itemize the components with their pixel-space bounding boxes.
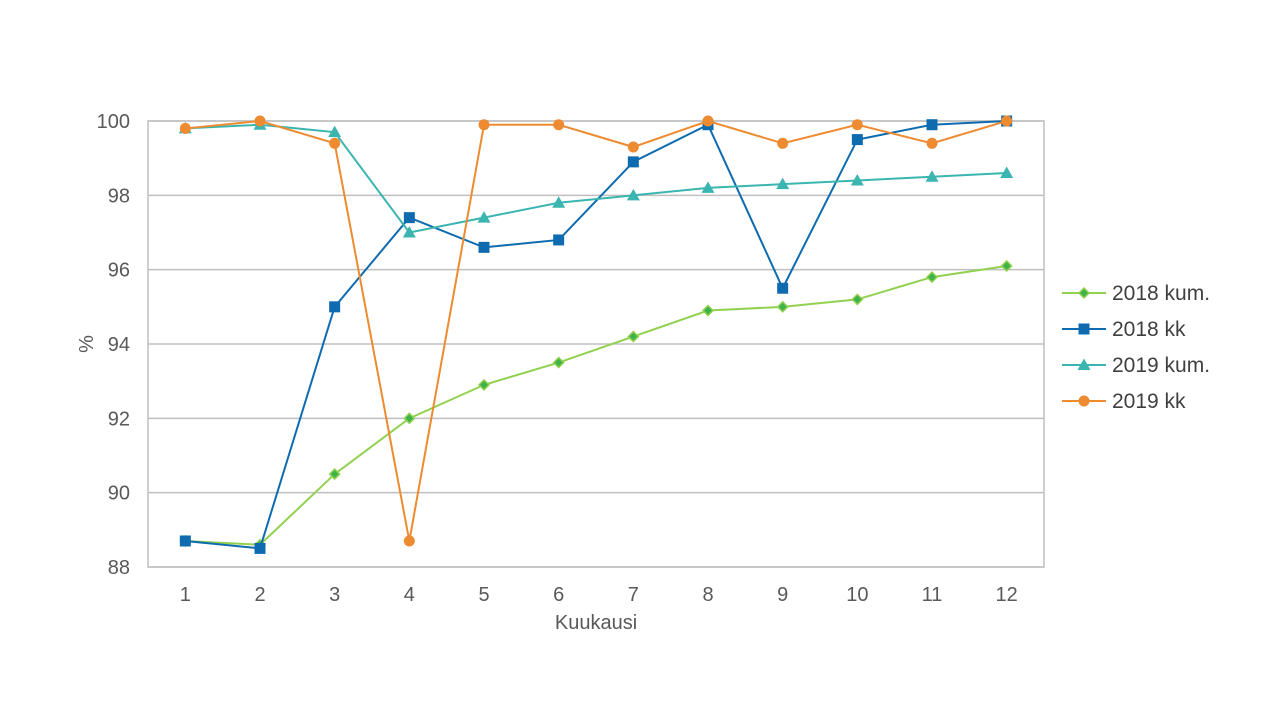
data-point: [627, 330, 640, 343]
data-point: [478, 119, 490, 131]
data-point: [553, 234, 565, 246]
x-tick-label: 4: [404, 584, 415, 606]
legend-marker: [1078, 395, 1090, 407]
data-point: [702, 115, 714, 127]
data-point: [328, 125, 342, 138]
y-tick-label: 100: [97, 111, 130, 133]
y-tick-label: 98: [108, 185, 130, 207]
data-point: [553, 119, 565, 131]
x-tick-label: 7: [628, 584, 639, 606]
plot-area-frame: [147, 120, 1045, 568]
data-point: [552, 196, 566, 208]
data-point: [179, 535, 191, 547]
x-tick-label: 11: [922, 584, 943, 606]
x-tick-label: 3: [329, 584, 340, 606]
data-point: [1001, 115, 1013, 127]
data-point: [925, 170, 939, 182]
data-point: [627, 156, 639, 168]
data-point: [254, 542, 266, 554]
series-line: [185, 123, 1007, 234]
data-point: [626, 188, 640, 201]
series-2018-kk: [179, 115, 1013, 554]
legend-item: 2018 kum.: [1062, 282, 1210, 305]
data-point: [701, 181, 715, 193]
y-tick-label: 88: [108, 557, 130, 579]
data-point: [403, 412, 416, 425]
x-axis-title: Kuukausi: [555, 612, 637, 634]
data-point: [552, 356, 565, 369]
data-point: [478, 241, 490, 253]
legend-marker: [1077, 286, 1091, 300]
data-point: [403, 535, 415, 547]
data-point: [1000, 166, 1014, 179]
data-point: [851, 119, 863, 131]
data-point: [926, 137, 938, 149]
series-line: [185, 120, 1007, 550]
data-point: [926, 119, 938, 131]
legend: 2018 kum. 2018 kk 2019 kum. 2019 kk: [1062, 282, 1210, 413]
legend-label: 2018 kum.: [1112, 282, 1210, 305]
legend-item: 2019 kk: [1062, 390, 1186, 413]
data-point: [701, 304, 715, 317]
data-point: [328, 468, 341, 481]
x-tick-label: 10: [846, 584, 868, 606]
x-tick-label: 1: [180, 584, 191, 606]
data-point: [329, 301, 341, 313]
y-tick-label: 90: [108, 483, 130, 505]
legend-label: 2019 kk: [1112, 390, 1186, 413]
data-point: [925, 271, 939, 284]
series-2019-kum: [178, 118, 1014, 238]
legend-label: 2018 kk: [1112, 318, 1186, 341]
data-point: [1000, 259, 1013, 273]
x-tick-label: 9: [777, 584, 788, 606]
data-point: [477, 378, 491, 391]
data-point: [851, 293, 864, 306]
x-axis-tick-labels: 1 2 3 4 5 6 7 8 9 10 11 12: [180, 584, 1018, 606]
data-point: [851, 134, 863, 146]
y-tick-label: 92: [108, 408, 130, 430]
series-2019-kk: [179, 115, 1013, 547]
legend-item: 2019 kum.: [1062, 354, 1210, 377]
data-point: [777, 137, 789, 149]
data-point: [776, 300, 789, 313]
y-tick-label: 96: [108, 260, 130, 282]
series-layer: [178, 115, 1014, 554]
x-tick-label: 5: [478, 584, 489, 606]
legend-item: 2018 kk: [1062, 318, 1186, 341]
grid-lines: [148, 120, 1044, 568]
data-point: [477, 211, 491, 223]
data-point: [402, 226, 416, 238]
x-tick-label: 12: [996, 584, 1018, 606]
data-point: [403, 212, 415, 224]
x-tick-label: 6: [553, 584, 564, 606]
series-line: [185, 264, 1007, 546]
data-point: [627, 141, 639, 153]
legend-label: 2019 kum.: [1112, 354, 1210, 377]
data-point: [179, 122, 191, 134]
legend-marker: [1078, 323, 1090, 335]
series-line: [185, 119, 1007, 542]
legend-marker: [1077, 358, 1091, 370]
y-tick-label: 94: [108, 334, 130, 356]
data-point: [777, 282, 789, 294]
data-point: [329, 137, 341, 149]
y-axis-title: %: [76, 335, 98, 353]
data-point: [776, 177, 790, 190]
data-point: [254, 115, 266, 127]
data-point: [850, 173, 864, 186]
y-axis-tick-labels: 88 90 92 94 96 98 100: [97, 111, 130, 579]
x-tick-label: 2: [254, 584, 265, 606]
x-tick-label: 8: [702, 584, 713, 606]
